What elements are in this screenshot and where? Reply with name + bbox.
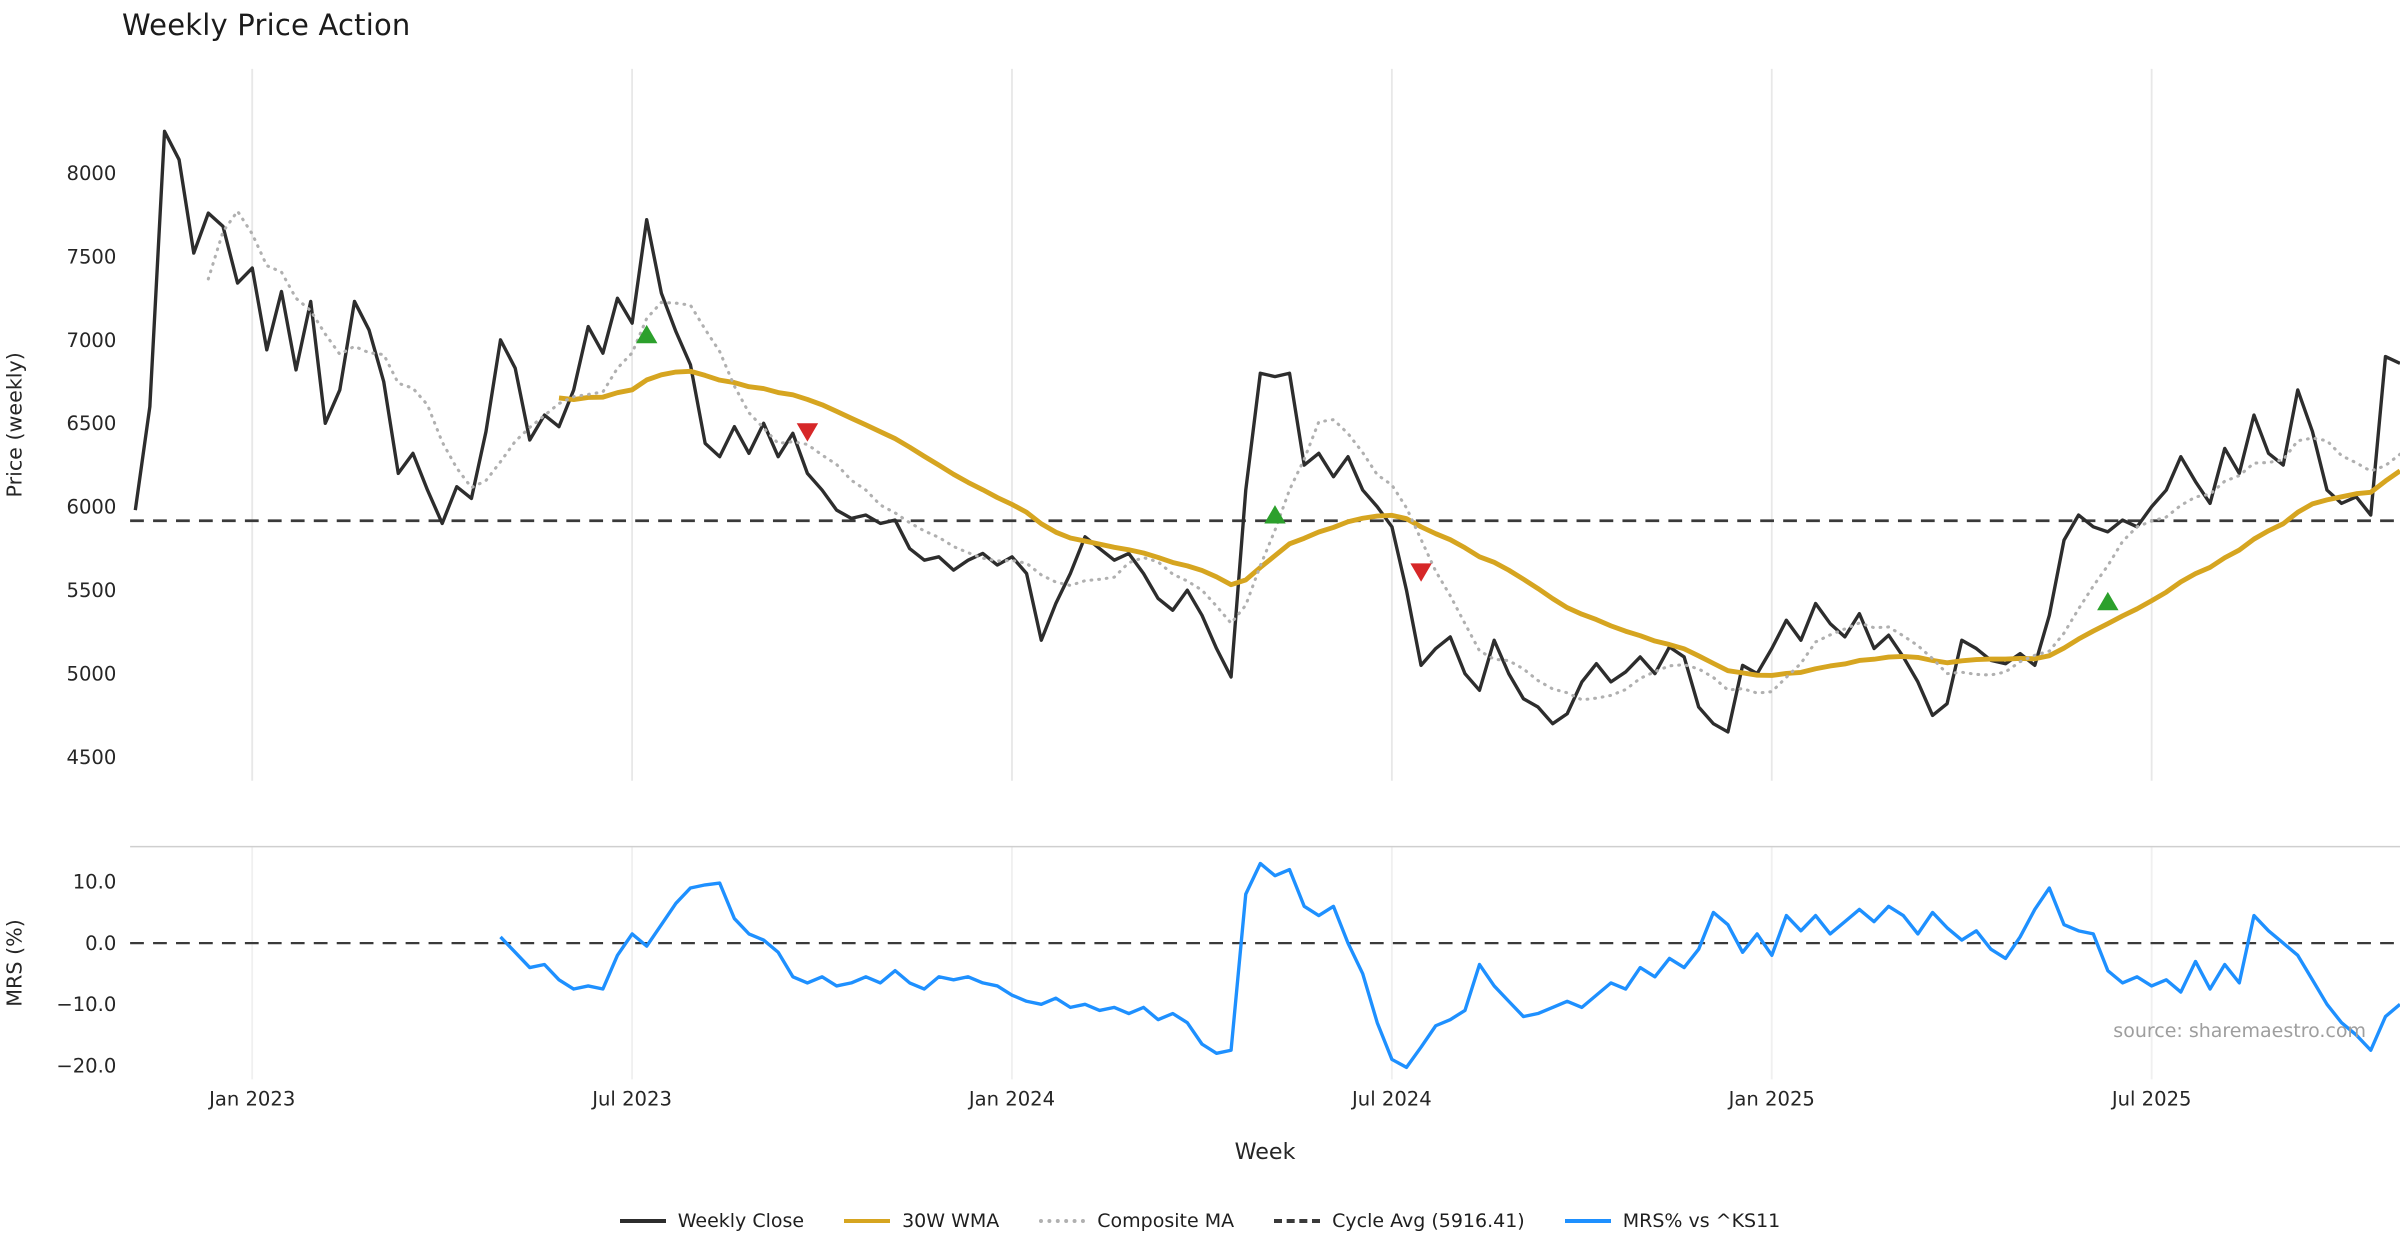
legend: Weekly Close 30W WMA Composite MA Cycle Avg…	[0, 1210, 2400, 1232]
mrs-tick-label: −20.0	[56, 1054, 116, 1077]
price-tick-label: 6000	[67, 496, 117, 519]
price-tick-label: 7000	[67, 329, 117, 352]
x-tick-label: Jan 2025	[1727, 1087, 1815, 1110]
legend-swatch-solid	[619, 1219, 666, 1223]
legend-label: Weekly Close	[677, 1210, 805, 1232]
x-tick-label: Jan 2023	[207, 1087, 295, 1110]
buy-marker	[1264, 505, 1286, 524]
legend-swatch-solid	[844, 1219, 891, 1223]
mrs-axis-label: MRS (%)	[2, 919, 26, 1007]
mrs-tick-label: 0.0	[85, 932, 116, 955]
legend-item: Weekly Close	[619, 1210, 805, 1232]
price-tick-label: 5000	[67, 663, 117, 686]
x-tick-label: Jul 2025	[2110, 1087, 2192, 1110]
legend-label: Composite MA	[1097, 1210, 1235, 1232]
legend-label: MRS% vs ^KS11	[1622, 1210, 1781, 1232]
x-axis-label: Week	[1235, 1139, 1296, 1165]
legend-swatch-dotted	[1039, 1219, 1086, 1223]
mrs-tick-label: −10.0	[56, 993, 116, 1016]
buy-marker	[635, 324, 658, 344]
legend-item: 30W WMA	[844, 1210, 999, 1232]
price-tick-label: 7500	[67, 245, 117, 268]
price-axis-label: Price (weekly)	[2, 352, 26, 497]
price-tick-label: 6500	[67, 412, 117, 435]
price-tick-label: 8000	[67, 162, 117, 185]
price-tick-label: 5500	[67, 579, 117, 602]
legend-label: 30W WMA	[902, 1210, 1000, 1232]
chart-title: Weekly Price Action	[122, 8, 411, 42]
wma-line	[558, 368, 2400, 678]
source-watermark: source: sharemaestro.com	[2113, 1020, 2366, 1042]
price-tick-label: 4500	[67, 746, 117, 769]
x-tick-label: Jan 2024	[967, 1087, 1055, 1110]
legend-item: MRS% vs ^KS11	[1564, 1210, 1781, 1232]
sell-marker	[1410, 563, 1432, 582]
buy-marker	[2097, 591, 2119, 611]
mrs-tick-label: 10.0	[73, 871, 117, 894]
sell-marker	[796, 423, 819, 442]
legend-swatch-solid	[1564, 1219, 1611, 1223]
legend-label: Cycle Avg (5916.41)	[1332, 1210, 1525, 1232]
mrs-line	[499, 861, 2400, 1070]
legend-swatch-dashed	[1274, 1219, 1321, 1223]
x-tick-label: Jul 2024	[1350, 1087, 1432, 1110]
x-tick-label: Jul 2023	[590, 1087, 672, 1110]
weekly-close-line	[133, 129, 2400, 734]
composite-ma-line	[206, 208, 2400, 702]
legend-item: Cycle Avg (5916.41)	[1274, 1210, 1525, 1232]
legend-item: Composite MA	[1039, 1210, 1234, 1232]
